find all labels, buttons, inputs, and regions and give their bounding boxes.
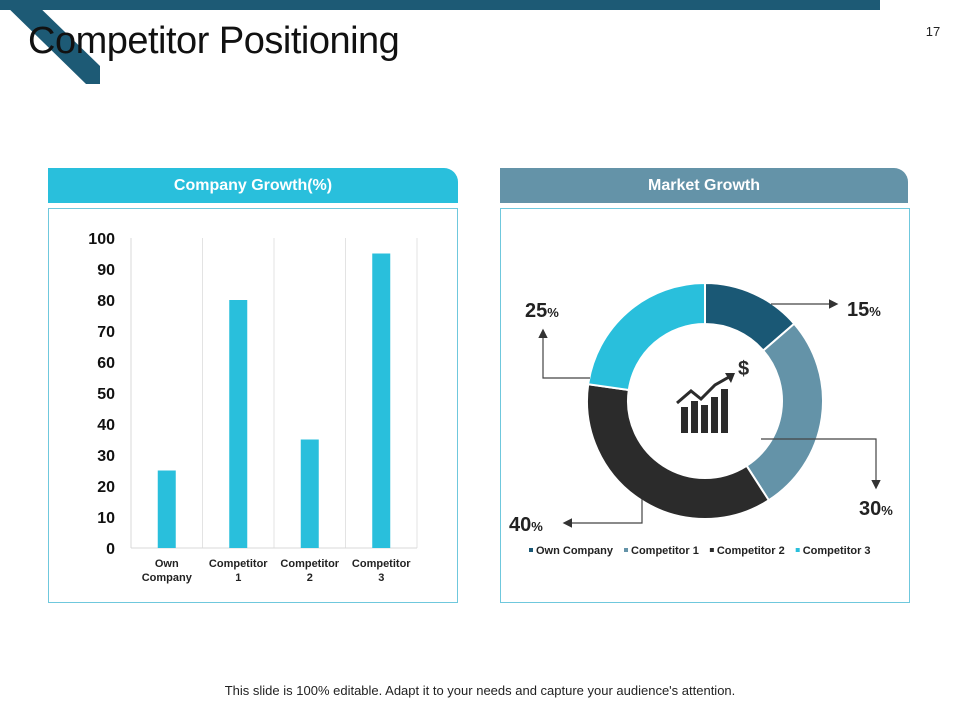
y-tick-label: 50	[97, 386, 115, 403]
market-growth-panel: 15% 30% 40% 25% $ Own Company Competitor 1 Comp…	[500, 208, 910, 603]
legend-entry: Own Company	[536, 545, 614, 557]
y-tick-label: 30	[97, 448, 115, 465]
donut-slice	[587, 281, 706, 392]
y-tick-label: 80	[97, 293, 115, 310]
x-tick-label: Competitor 2	[280, 558, 339, 584]
slice-value-label: 30%	[859, 498, 893, 520]
donut-slice	[586, 383, 771, 520]
company-growth-panel: 0 10 20 30 40 50 60 70 80 90 100 Own Company Competit…	[48, 208, 458, 603]
bar	[157, 470, 176, 548]
legend-entry: Competitor 1	[631, 545, 699, 557]
slide-title: Competitor Positioning	[28, 20, 400, 62]
y-tick-label: 100	[88, 231, 115, 248]
footer-note: This slide is 100% editable. Adapt it to…	[224, 683, 736, 698]
y-tick-label: 20	[97, 479, 115, 496]
legend-swatch	[624, 548, 629, 552]
svg-text:$: $	[738, 358, 749, 380]
legend-swatch	[709, 548, 714, 552]
legend-swatch	[795, 548, 800, 552]
slice-value-label: 15%	[847, 299, 881, 321]
bar	[372, 253, 391, 548]
callout-arrow	[761, 438, 881, 490]
legend-entry: Competitor 2	[717, 545, 785, 557]
market-growth-header: Market Growth	[500, 168, 908, 203]
market-growth-donut-chart: 15% 30% 40% 25% $ Own Company Competitor 1 Comp…	[509, 281, 893, 557]
callout-arrow	[562, 499, 643, 528]
company-growth-header: Company Growth(%)	[48, 168, 458, 203]
page-number: 17	[925, 24, 941, 39]
bar	[229, 300, 248, 548]
y-tick-label: 40	[97, 417, 115, 434]
bar	[300, 439, 319, 548]
legend-swatch	[529, 548, 533, 552]
donut-slice	[745, 322, 824, 502]
x-tick-label: Competitor 1	[209, 558, 268, 584]
callout-arrow	[538, 328, 590, 379]
y-tick-label: 70	[97, 324, 115, 341]
x-tick-label: Competitor 3	[352, 558, 411, 584]
growth-chart-dollar-icon: $	[676, 358, 749, 433]
slice-value-label: 40%	[509, 514, 543, 536]
top-accent-bar	[0, 0, 880, 10]
corner-decoration	[0, 0, 100, 84]
y-tick-label: 60	[97, 355, 115, 372]
y-tick-label: 0	[106, 541, 115, 558]
company-growth-bar-chart: 0 10 20 30 40 50 60 70 80 90 100 Own Company Competit…	[88, 231, 418, 584]
legend-entry: Competitor 3	[803, 545, 871, 557]
slice-value-label: 25%	[525, 300, 559, 322]
y-tick-label: 10	[97, 510, 115, 527]
x-tick-label: Own Company	[142, 558, 193, 584]
y-tick-label: 90	[97, 262, 115, 279]
